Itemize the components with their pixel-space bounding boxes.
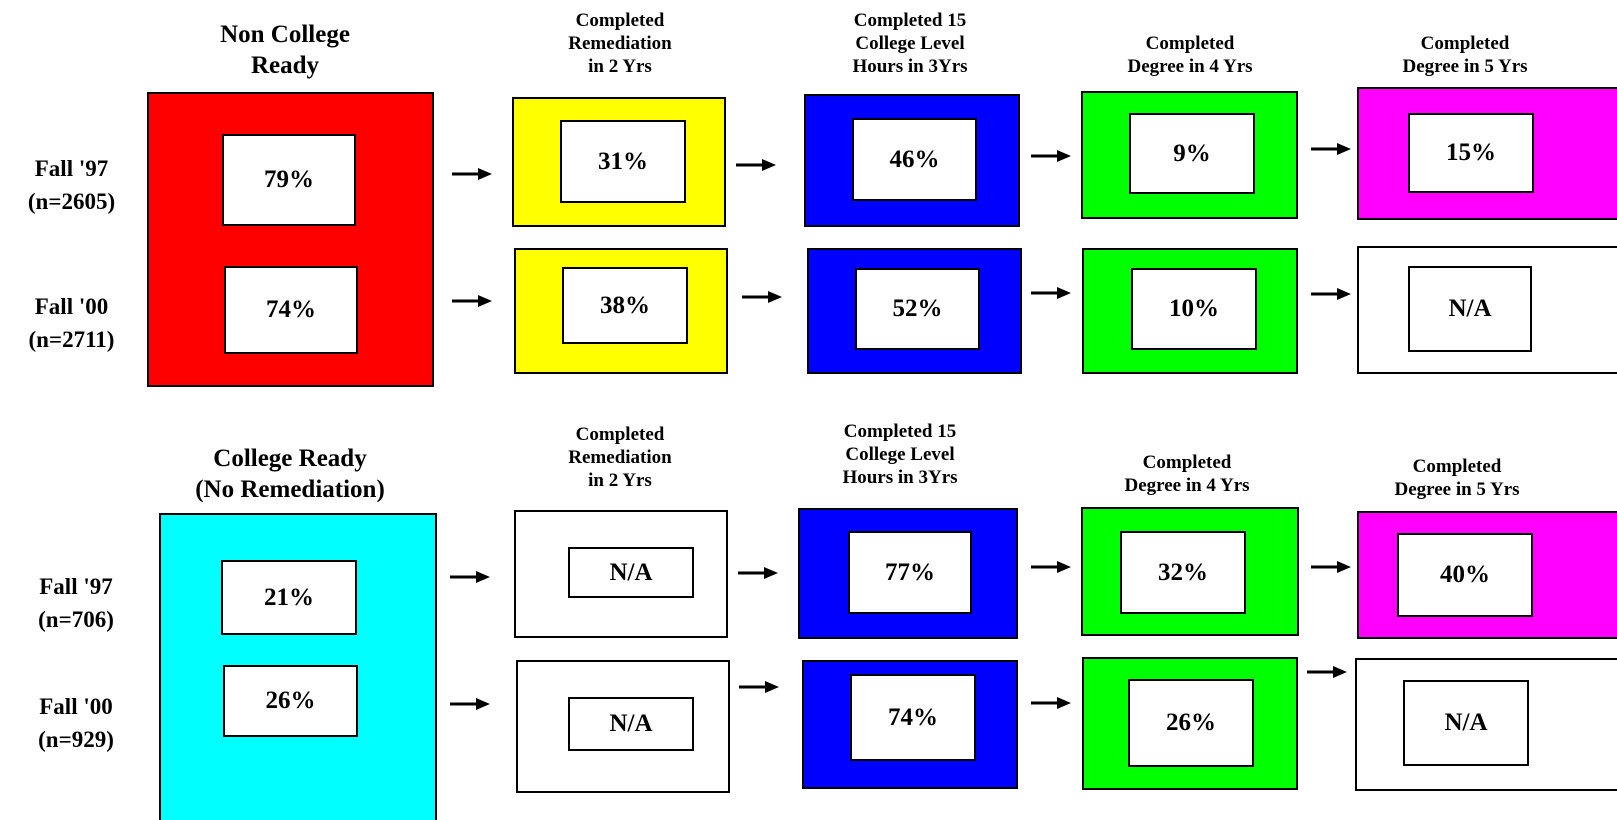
degree-5yrs-box: 40% (1357, 511, 1617, 639)
college-ready-box: 21% 26% (159, 513, 437, 820)
percent-box: 74% (224, 266, 358, 354)
percent-box: 21% (221, 560, 357, 635)
degree-5yrs-box: N/A (1357, 246, 1617, 374)
college-hours-box: 74% (802, 660, 1018, 789)
percent-box: 38% (562, 267, 688, 344)
degree-4yrs-box: 32% (1081, 507, 1299, 636)
arrow-icon (1311, 143, 1351, 155)
percent-box: 15% (1408, 113, 1534, 193)
arrow-icon (1031, 150, 1071, 162)
arrow-icon (739, 681, 779, 693)
arrow-icon (738, 567, 778, 579)
degree-4yrs-box: 10% (1082, 248, 1298, 374)
percent-box: 46% (852, 118, 977, 201)
arrow-icon (450, 571, 490, 583)
arrow-icon (452, 168, 492, 180)
row-label-fall97: Fall '97 (n=2605) (27, 156, 116, 215)
percent-box: 31% (560, 120, 686, 203)
arrow-icon (742, 291, 782, 303)
remediation-box: 38% (514, 248, 728, 374)
percent-box: N/A (568, 547, 694, 598)
percent-box: 9% (1129, 113, 1255, 194)
college-ready-header: College Ready (No Remediation) (195, 445, 385, 503)
percent-box: 77% (848, 531, 972, 614)
arrow-icon (450, 698, 490, 710)
remediation-box: 31% (512, 97, 726, 227)
arrow-icon (1311, 288, 1351, 300)
degree-4yrs-box: 26% (1082, 657, 1298, 790)
row-label-fall00: Fall '00 (n=2711) (28, 294, 115, 353)
college-hours-box: 52% (807, 248, 1022, 374)
non-college-ready-box: 79% 74% (147, 92, 434, 387)
percent-box: N/A (1403, 680, 1529, 766)
percent-box: 26% (223, 665, 358, 737)
degree-5yrs-box: 15% (1357, 87, 1617, 220)
arrow-icon (1307, 666, 1347, 678)
row-label-fall97: Fall '97 (n=706) (38, 574, 114, 633)
remediation-box: N/A (514, 510, 728, 638)
degree-4yrs-header: Completed Degree in 4 Yrs (1127, 33, 1253, 78)
remediation-header: Completed Remediation in 2 Yrs (568, 10, 672, 78)
arrow-icon (1311, 561, 1351, 573)
degree-4yrs-header: Completed Degree in 4 Yrs (1124, 452, 1250, 497)
percent-box: N/A (1408, 266, 1532, 352)
percent-box: 52% (855, 268, 980, 350)
non-college-ready-header: Non College Ready (220, 21, 350, 79)
arrow-icon (1031, 287, 1071, 299)
percent-box: 10% (1131, 268, 1257, 350)
degree-5yrs-box: N/A (1355, 658, 1617, 791)
percent-box: 79% (222, 134, 356, 226)
arrow-icon (1031, 561, 1071, 573)
college-hours-header: Completed 15 College Level Hours in 3Yrs (842, 421, 958, 489)
college-hours-box: 77% (798, 508, 1018, 639)
percent-box: 32% (1120, 531, 1246, 614)
arrow-icon (736, 159, 776, 171)
arrow-icon (452, 295, 492, 307)
percent-box: 26% (1128, 679, 1254, 767)
remediation-box: N/A (516, 660, 730, 793)
college-hours-box: 46% (804, 94, 1020, 227)
degree-5yrs-header: Completed Degree in 5 Yrs (1402, 33, 1528, 78)
degree-5yrs-header: Completed Degree in 5 Yrs (1394, 456, 1520, 501)
arrow-icon (1031, 697, 1071, 709)
row-label-fall00: Fall '00 (n=929) (38, 694, 114, 753)
college-hours-header: Completed 15 College Level Hours in 3Yrs (852, 10, 968, 78)
remediation-header: Completed Remediation in 2 Yrs (568, 424, 672, 492)
percent-box: 74% (850, 674, 976, 761)
percent-box: N/A (568, 697, 694, 751)
degree-4yrs-box: 9% (1081, 91, 1298, 219)
percent-box: 40% (1397, 533, 1533, 617)
